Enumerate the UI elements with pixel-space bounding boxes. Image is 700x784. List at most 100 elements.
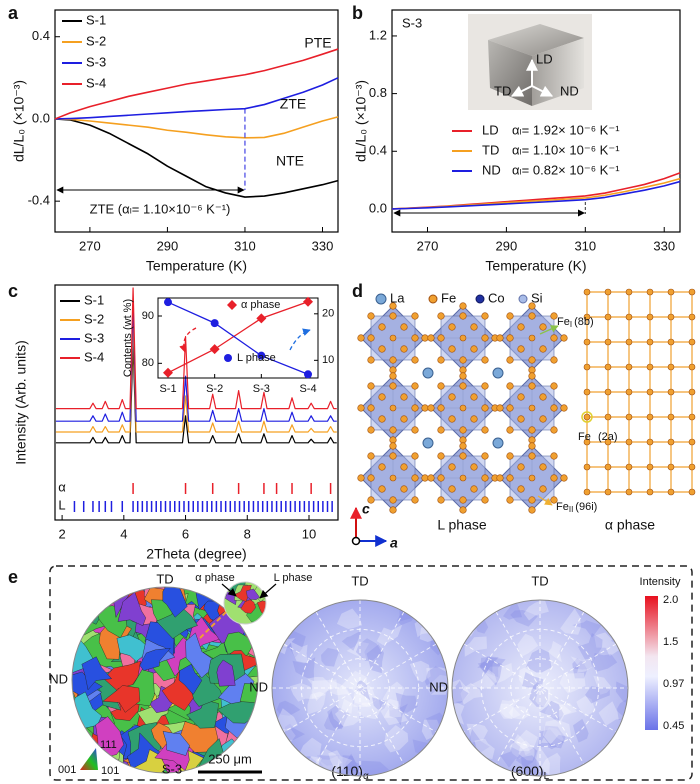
atom-fe [560,334,568,342]
grain [156,605,198,639]
texture-spot [468,614,489,634]
atom-fe [459,366,467,374]
x-axis-label: Temperature (K) [485,258,586,274]
site-element: Fe [556,501,569,513]
atom-fe-center [459,334,467,342]
legend-label: S-4 [86,75,106,90]
atom-fe [667,363,675,371]
texture-spot [598,701,626,726]
atom-fe [411,452,419,460]
x-tick-label: 310 [234,238,256,253]
atom-fe [688,313,696,321]
texture-spot [346,641,370,659]
texture-spot [541,752,561,776]
atom-fe [400,345,408,353]
atom-fe [367,474,375,482]
site-index: I [570,320,572,329]
atom-fe [667,338,675,346]
atom-fe [625,463,633,471]
atom-fe [506,452,514,460]
y-tick-label: 0.0 [32,110,50,125]
label-arrow [259,583,277,599]
site-element: Fe [557,316,570,328]
atom-fe [437,312,445,320]
legend-note: αₗ= 0.82× 10⁻⁶ K⁻¹ [512,162,620,177]
grain [139,647,171,671]
legend-label: Si [531,290,543,305]
series-line [55,343,337,444]
atom-fe [506,356,514,364]
atom-fe [550,474,558,482]
texture-spot [616,764,628,776]
texture-spot [604,600,621,621]
grain [233,585,252,602]
colorbar [645,596,658,730]
ipf-key [80,748,98,770]
y-axis-label: dL/L₀ (×10⁻³) [11,80,27,162]
texture-spot [577,633,603,661]
atom-fe [437,426,445,434]
x-axis-label: Temperature (K) [146,258,247,274]
panel-letter: e [8,567,18,587]
ebsd-map [72,587,258,773]
annotation: NTE [276,153,304,169]
atom-fe-center [389,474,397,482]
atom-fe [389,356,397,364]
atom-fe [367,334,375,342]
atom-fe [427,334,435,342]
atom-fe [448,393,456,401]
legend-atom [518,294,528,304]
texture-spot [426,751,448,770]
atom-fe [506,312,514,320]
legend-marker [224,354,232,362]
phase-label: α phase [195,572,234,584]
x-tick-label: S-3 [253,383,270,395]
atom-fe [667,463,675,471]
atom-fe [448,485,456,493]
atom-fe [448,323,456,331]
texture-spot [559,702,577,726]
atom-fe [528,356,536,364]
atom-fe [688,413,696,421]
legend-note: αₗ= 1.92× 10⁻⁶ K⁻¹ [512,122,620,137]
x-tick-label: S-4 [299,383,316,395]
atom-fe [411,334,419,342]
texture-spot [312,679,338,701]
texture-spot [498,698,521,719]
ipf-label: 101 [101,765,119,777]
atom-fe [437,474,445,482]
atom-fe [583,413,591,421]
atom-fe [481,474,489,482]
plane: (110) [331,763,363,779]
atom-fe [367,496,375,504]
atom-fe [667,313,675,321]
series-line [54,118,339,198]
atom-fe [459,436,467,444]
grain [162,731,190,756]
atom-fe [400,393,408,401]
reference-label: L [58,497,65,512]
texture-spot [383,704,409,726]
texture-spot [376,624,403,646]
atom-fe [411,426,419,434]
texture-spot [587,603,612,617]
texture-spot [452,759,474,776]
y-tick-label: 90 [142,310,154,322]
texture-spot [477,656,499,675]
grain [239,683,258,713]
direction-arrow [531,85,554,97]
atom-fe [389,506,397,514]
texture-spot [537,729,565,750]
atom-fe [437,496,445,504]
atom-fe [646,463,654,471]
panel-letter: d [352,281,363,301]
atom-fe [459,442,467,450]
atom-fe [506,474,514,482]
atom-fe [528,506,536,514]
atom-fe [378,323,386,331]
atom-fe [539,393,547,401]
atom-fe [378,485,386,493]
atom-fe [437,452,445,460]
atom-fe [517,415,525,423]
grain [178,663,203,695]
